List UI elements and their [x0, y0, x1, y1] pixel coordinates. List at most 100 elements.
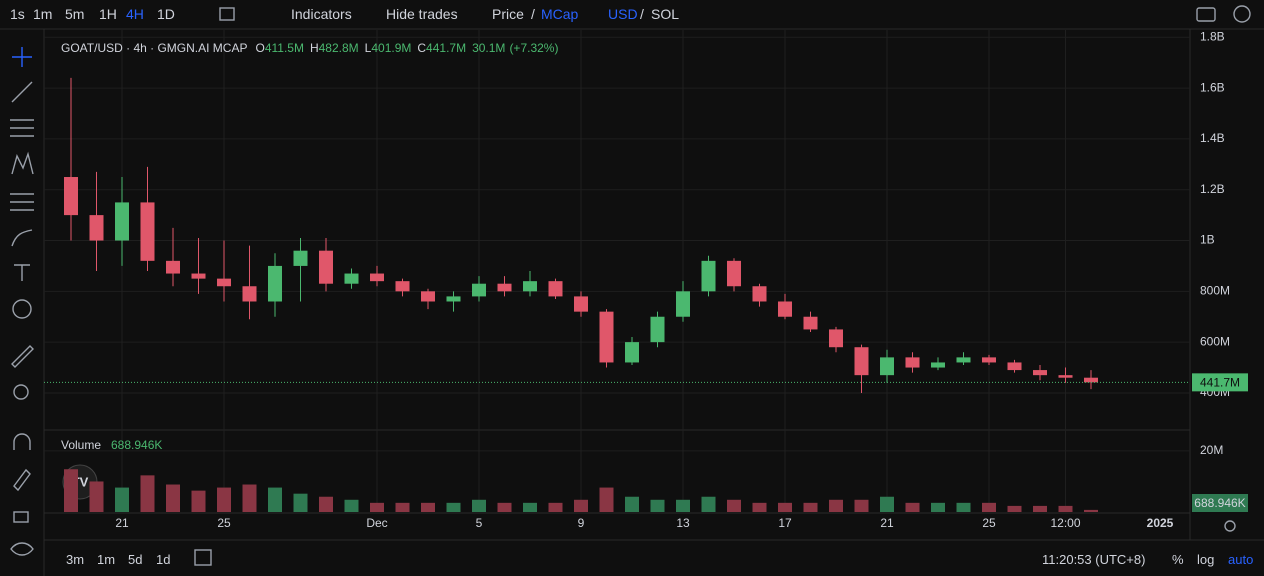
candle-body	[166, 260, 180, 274]
interval[interactable]: 1s	[10, 6, 25, 22]
sol-toggle[interactable]: SOL	[651, 6, 680, 22]
volume-bar	[727, 499, 741, 512]
symbol: GOAT/USD · 4h · GMGN.AI MCAP	[61, 41, 247, 55]
lock-drawing-tool[interactable]	[13, 468, 31, 492]
volume-bar	[191, 490, 206, 512]
ohlc-value: 411.5M	[265, 41, 304, 55]
change-pct: (+7.32%)	[509, 41, 558, 55]
candle-body	[217, 278, 231, 287]
candle-body	[370, 273, 384, 282]
volume-bar	[293, 493, 308, 512]
ruler-tool[interactable]	[11, 345, 34, 368]
mcap-toggle[interactable]: MCap	[541, 6, 579, 22]
settings-icon[interactable]	[1233, 5, 1251, 23]
candle-body	[191, 273, 206, 279]
bottom-bar: 3m 1m 5d 1d 11:20:53 (UTC+8) % log auto	[0, 540, 1264, 576]
indicators-button[interactable]: Indicators	[291, 6, 352, 22]
volume-bar	[548, 502, 563, 512]
volume-bar	[778, 502, 792, 512]
top-icons	[194, 5, 1251, 566]
volume-bar	[421, 502, 435, 512]
candle-body	[727, 260, 741, 287]
candle-body	[1033, 370, 1047, 376]
x-tick-label: 12:00	[1050, 516, 1080, 530]
visibility-tool[interactable]	[10, 542, 34, 556]
range-button[interactable]: 3m	[66, 552, 85, 567]
interval[interactable]: 1H	[99, 6, 117, 22]
volume-bar	[880, 496, 894, 512]
candle-body	[676, 291, 690, 317]
interval[interactable]: 5m	[65, 6, 85, 22]
candle-body	[574, 296, 588, 312]
hide-trades-button[interactable]: Hide trades	[386, 6, 458, 22]
text-tool[interactable]	[14, 264, 30, 281]
candle-body	[701, 260, 716, 292]
volume-bar	[905, 502, 920, 512]
auto-toggle[interactable]: auto	[1228, 552, 1254, 567]
separator-text: /	[640, 6, 644, 22]
volume-bar	[344, 499, 359, 512]
volume-bar	[166, 484, 180, 512]
fib-tool[interactable]	[10, 119, 34, 137]
pattern-tool[interactable]	[11, 151, 34, 175]
usd-toggle[interactable]: USD	[608, 6, 638, 22]
last-volume-box	[1192, 494, 1248, 512]
interval[interactable]: 1D	[157, 6, 175, 22]
lock-tool[interactable]	[13, 511, 29, 523]
x-tick-label: 5	[476, 516, 483, 530]
candle-body	[829, 329, 843, 348]
x-tick-label: 9	[578, 516, 585, 530]
projection-tool[interactable]	[10, 193, 34, 211]
volume-bar	[472, 499, 486, 512]
candle-body	[472, 283, 486, 297]
date-range-icon[interactable]	[194, 549, 212, 566]
line-tool[interactable]	[11, 81, 33, 103]
volume-bar	[574, 499, 588, 512]
range-button[interactable]: 1m	[97, 552, 116, 567]
candle-body	[89, 215, 104, 241]
volume-bar	[242, 484, 257, 512]
clock: 11:20:53 (UTC+8)	[1042, 552, 1146, 567]
y-tick-label: 1.2B	[1200, 182, 1225, 196]
ohlc-key: C	[417, 41, 426, 55]
volume-bar	[523, 502, 537, 512]
candle-body	[1058, 375, 1073, 378]
volume-bar	[140, 475, 155, 512]
candle-body	[778, 301, 792, 317]
log-toggle[interactable]: log	[1197, 552, 1215, 567]
brush-tool[interactable]	[11, 229, 33, 247]
volume-bar	[319, 496, 333, 512]
left-toolbar	[10, 47, 34, 556]
zoom-tool[interactable]	[13, 384, 29, 400]
top-toolbar: 1s 1m 5m 1H 4H 1D Indicators Hide trades…	[0, 0, 1264, 28]
candle-body	[982, 357, 996, 363]
chart-style-icon[interactable]	[219, 7, 235, 21]
plot	[44, 77, 1190, 512]
candle-body	[548, 281, 563, 297]
volume-bar	[956, 502, 971, 512]
axis-settings-icon[interactable]	[1224, 520, 1236, 532]
emoji-tool[interactable]	[12, 299, 32, 319]
volume-bar	[497, 502, 512, 512]
crosshair-tool[interactable]	[12, 47, 32, 67]
percent-toggle[interactable]: %	[1172, 552, 1184, 567]
interval[interactable]: 1m	[33, 6, 53, 22]
last-volume-label: 688.946K	[1194, 496, 1245, 510]
range-button[interactable]: 5d	[128, 552, 143, 567]
ohlc-key: O	[255, 41, 264, 55]
volume-bar	[1007, 505, 1022, 512]
price-toggle[interactable]: Price	[492, 6, 524, 22]
candle-body	[650, 316, 665, 343]
interval[interactable]: 4H	[126, 6, 144, 22]
y-tick-label: 800M	[1200, 283, 1230, 297]
candle-body	[905, 357, 920, 368]
ohlc-key: H	[310, 41, 319, 55]
magnet-tool[interactable]	[13, 433, 31, 450]
candle-body	[752, 286, 767, 302]
candle-body	[625, 342, 639, 363]
range-button[interactable]: 1d	[156, 552, 171, 567]
screenshot-icon[interactable]	[1196, 7, 1216, 22]
volume-bar	[931, 502, 945, 512]
x-tick-label: 2025	[1147, 516, 1174, 530]
